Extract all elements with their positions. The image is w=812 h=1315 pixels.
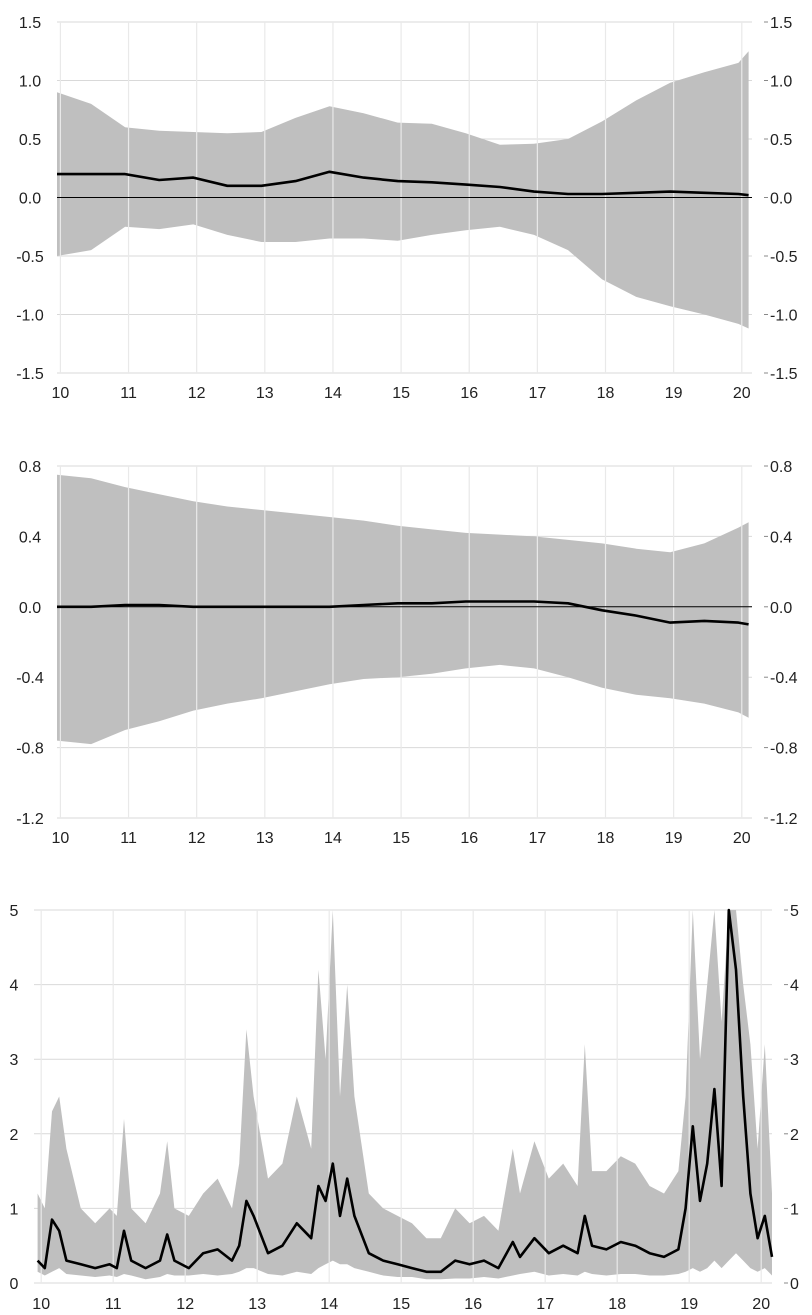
chart-2: 0.8 0.8 0.4 0.4 0.0 0.0 -0.4 -0.4 -0.8 -0.8 -1.2 -1… (16, 459, 797, 847)
x-tick-label: 15 (392, 830, 410, 847)
x-tick-label: 19 (665, 830, 683, 847)
y-tick-label-right: 1.5 (770, 15, 792, 32)
y-tick-label-right: -0.5 (770, 249, 798, 266)
y-tick-label-left: 5 (10, 903, 19, 920)
y-tick-label-right: 0.0 (770, 191, 792, 208)
x-tick-label: 19 (665, 385, 683, 402)
y-tick-label-right: -0.4 (770, 670, 798, 687)
x-tick-label: 17 (536, 1296, 554, 1313)
mean-line (57, 170, 749, 197)
x-tick-label: 13 (256, 830, 274, 847)
y-tick-label-left: -0.5 (16, 249, 44, 266)
x-tick-label: 16 (464, 1296, 482, 1313)
x-tick-label: 12 (188, 385, 206, 402)
y-tick-label-left: 0.0 (19, 600, 41, 617)
x-tick-label: 16 (460, 385, 478, 402)
x-tick-label: 13 (256, 385, 274, 402)
confidence-band (57, 51, 749, 329)
y-tick-label-left: 1.5 (19, 15, 41, 32)
x-tick-label: 20 (752, 1296, 770, 1313)
x-tick-label: 14 (324, 830, 342, 847)
confidence-band (57, 474, 749, 745)
x-tick-label: 14 (320, 1296, 338, 1313)
x-tick-label: 15 (392, 385, 410, 402)
x-tick-label: 20 (733, 385, 751, 402)
x-tick-label: 10 (52, 385, 70, 402)
y-tick-label-left: 1.0 (19, 74, 41, 91)
x-tick-label: 16 (460, 830, 478, 847)
x-tick-label: 13 (248, 1296, 266, 1313)
y-tick-label-right: -1.5 (770, 366, 798, 383)
mean-line (36, 908, 774, 1274)
x-tick-label: 10 (52, 830, 70, 847)
y-tick-label-left: 4 (10, 978, 19, 995)
y-tick-label-right: 1.0 (770, 74, 792, 91)
y-tick-label-right: -0.8 (770, 741, 798, 758)
x-tick-label: 18 (608, 1296, 626, 1313)
y-tick-label-left: 1 (10, 1201, 19, 1218)
x-tick-label: 20 (733, 830, 751, 847)
y-tick-label-left: -0.8 (16, 741, 44, 758)
y-tick-label-right: 3 (790, 1052, 799, 1069)
x-tick-label: 11 (105, 1296, 122, 1313)
x-tick-label: 10 (32, 1296, 50, 1313)
y-tick-label-left: -1.5 (16, 366, 44, 383)
y-tick-label-left: 3 (10, 1052, 19, 1069)
y-tick-label-left: -1.0 (16, 308, 44, 325)
y-tick-label-left: 0.5 (19, 132, 41, 149)
confidence-band (37, 910, 773, 1280)
y-tick-label-left: -0.4 (16, 670, 44, 687)
chart-1: 1.5 1.5 1.0 1.0 0.5 0.5 0.0 0.0 -0.5 -0.5 -1.0 -1.0… (16, 15, 797, 402)
x-tick-label: 11 (120, 385, 137, 402)
y-tick-label-left: 0.0 (19, 191, 41, 208)
chart-3: 5 54 43 32 21 10 010 11 12 13 14 15 16 17 18 19 20 (10, 903, 799, 1313)
y-tick-label-right: 5 (790, 903, 799, 920)
y-tick-label-right: 4 (790, 978, 799, 995)
x-tick-label: 17 (528, 830, 546, 847)
y-tick-label-left: -1.2 (16, 811, 44, 828)
x-tick-label: 15 (392, 1296, 410, 1313)
y-tick-label-right: -1.0 (770, 308, 798, 325)
y-tick-label-right: 1 (790, 1201, 799, 1218)
x-tick-label: 17 (528, 385, 546, 402)
y-tick-label-right: 0.0 (770, 600, 792, 617)
x-tick-label: 12 (188, 830, 206, 847)
y-tick-label-right: 0.4 (770, 529, 792, 546)
y-tick-label-right: 0.5 (770, 132, 792, 149)
y-tick-label-left: 0 (10, 1276, 19, 1293)
y-tick-label-right: 2 (790, 1127, 799, 1144)
y-tick-label-right: -1.2 (770, 811, 798, 828)
mean-line (57, 600, 749, 626)
y-tick-label-left: 0.4 (19, 529, 41, 546)
x-tick-label: 11 (120, 830, 137, 847)
y-tick-label-left: 2 (10, 1127, 19, 1144)
x-tick-label: 18 (597, 385, 615, 402)
x-tick-label: 18 (597, 830, 615, 847)
x-tick-label: 19 (680, 1296, 698, 1313)
x-tick-label: 12 (176, 1296, 194, 1313)
y-tick-label-right: 0.8 (770, 459, 792, 476)
y-tick-label-right: 0 (790, 1276, 799, 1293)
x-tick-label: 14 (324, 385, 342, 402)
y-tick-label-left: 0.8 (19, 459, 41, 476)
